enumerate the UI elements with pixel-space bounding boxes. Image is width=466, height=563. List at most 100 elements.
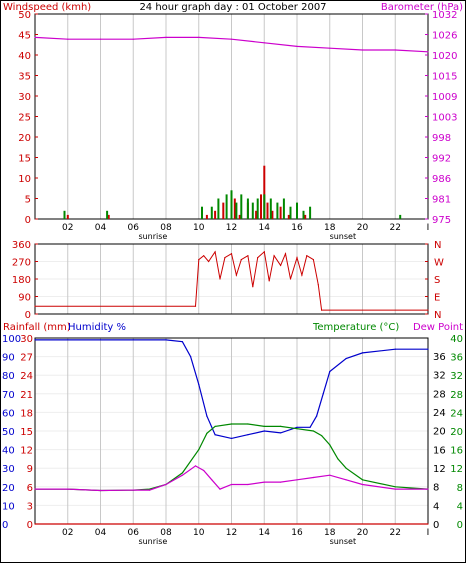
y-tick-label: 1003 xyxy=(432,113,457,124)
barometer-line-point xyxy=(296,45,298,48)
wind-direction-line-point xyxy=(219,278,221,280)
dewpoint-tick-label: 20 xyxy=(433,427,446,438)
rain-tick-label: 9 xyxy=(27,464,33,475)
dewpoint-line-point xyxy=(329,474,331,476)
sunrise-label: sunrise xyxy=(138,232,167,241)
dewpoint-line-point xyxy=(99,489,102,492)
y-tick-label: 270 xyxy=(12,258,31,269)
rain-tick-label: 15 xyxy=(20,427,33,438)
humidity-line-point xyxy=(34,339,36,341)
wind-direction-line-point xyxy=(289,278,292,280)
humidity-line-point xyxy=(165,339,167,341)
temperature-line-point xyxy=(321,435,323,437)
wind-direction-line-point xyxy=(208,260,210,263)
wind-direction-line-point xyxy=(301,274,303,276)
wind-direction-line-point xyxy=(203,255,205,257)
humidity-line-point xyxy=(67,339,69,341)
humidity-tick-label: 30 xyxy=(2,464,15,475)
wind-direction-line-point xyxy=(296,257,298,259)
time-tick-label: 08 xyxy=(160,528,172,538)
temperature-line-point xyxy=(337,458,339,460)
wind-direction-line-point xyxy=(230,253,233,255)
time-tick-label: 06 xyxy=(128,528,140,538)
dewpoint-tick-label: 12 xyxy=(433,464,446,475)
humidity-line-point xyxy=(309,426,311,428)
temperature-tick-label: 8 xyxy=(457,483,463,494)
wind-direction-line-point xyxy=(306,255,308,257)
y-tick-label: 975 xyxy=(432,215,451,226)
time-tick-label: 18 xyxy=(324,223,336,233)
windspeed-axis-label: Windspeed (kmh) xyxy=(3,2,91,13)
temperature-line-point xyxy=(280,425,282,427)
humidity-line-point xyxy=(263,430,265,432)
temperature-line-point xyxy=(198,449,200,451)
time-tick-label: 06 xyxy=(128,223,140,233)
barometer-line-point xyxy=(361,49,364,51)
temperature-line-point xyxy=(296,428,298,430)
wind-direction-line-point xyxy=(312,259,314,261)
humidity-tick-label: 10 xyxy=(2,501,15,512)
temperature-tick-label: 32 xyxy=(450,371,463,382)
temperature-tick-label: 20 xyxy=(450,427,463,438)
time-tick-label: 12 xyxy=(226,223,237,233)
humidity-line-point xyxy=(345,357,347,360)
graph-title: 24 hour graph day : 01 October 2007 xyxy=(139,2,326,13)
rain-tick-label: 24 xyxy=(20,371,33,382)
dewpoint-line-point xyxy=(34,488,36,490)
dewpoint-line-point xyxy=(280,481,282,483)
wind-direction-line-point xyxy=(257,257,259,259)
rain-tick-label: 6 xyxy=(27,483,33,494)
wind-direction-line-point xyxy=(194,305,197,307)
humidity-line-point xyxy=(132,339,134,341)
y-tick-label: 180 xyxy=(12,275,31,286)
temperature-line-point xyxy=(263,425,265,427)
y-tick-label: 15 xyxy=(18,154,31,165)
dewpoint-line-point xyxy=(203,469,205,472)
y-tick-label: 1026 xyxy=(432,31,457,42)
temperature-tick-label: 40 xyxy=(450,334,463,345)
dewpoint-tick-label: 4 xyxy=(433,501,439,512)
humidity-tick-label: 100 xyxy=(2,334,21,345)
dewpoint-line-point xyxy=(67,488,69,490)
dewpoint-tick-label: 36 xyxy=(433,352,446,363)
temperature-tick-label: 0 xyxy=(457,520,463,531)
humidity-line-point xyxy=(427,348,429,350)
barometer-line-point xyxy=(165,36,167,39)
dewpoint-line-point xyxy=(263,481,265,483)
humidity-line-point xyxy=(316,415,318,417)
wind-direction-line-point xyxy=(252,286,254,288)
sunset-label: sunset xyxy=(330,537,357,546)
barometer-line-point xyxy=(132,38,134,40)
y-tick-label: 10 xyxy=(18,174,31,185)
humidity-line-point xyxy=(296,426,298,428)
y-tick-label: 5 xyxy=(25,195,31,206)
barometer-axis-label: Barometer (hPa) xyxy=(381,2,463,13)
temperature-line-point xyxy=(181,472,183,474)
y-tick-label: N xyxy=(434,310,441,321)
y-tick-label: N xyxy=(434,240,441,251)
humidity-tick-label: 50 xyxy=(2,427,15,438)
temperature-line-point xyxy=(329,444,331,446)
y-tick-label: 360 xyxy=(12,240,31,251)
wind-direction-line-point xyxy=(280,264,282,266)
y-tick-label: S xyxy=(434,275,440,286)
humidity-tick-label: 0 xyxy=(2,520,8,531)
time-tick-label: 10 xyxy=(193,223,205,233)
wind-direction-line-point xyxy=(224,257,226,259)
wind-direction-line-point xyxy=(198,259,200,261)
dewpoint-line-point xyxy=(194,465,197,467)
dewpoint-line-point xyxy=(132,489,134,491)
y-tick-label: 0 xyxy=(25,310,31,321)
wind-direction-line-point xyxy=(34,305,36,307)
time-tick-label: I xyxy=(427,223,430,233)
y-tick-label: E xyxy=(434,293,440,304)
barometer-line-point xyxy=(67,38,69,40)
sunset-label: sunset xyxy=(330,232,357,241)
temperature-tick-label: 12 xyxy=(450,464,463,475)
dewpoint-tick-label: 24 xyxy=(433,408,446,419)
temperature-line-point xyxy=(247,423,249,425)
rain-tick-label: 0 xyxy=(27,520,33,531)
rain-tick-label: 30 xyxy=(20,334,33,345)
dewpoint-tick-label: 28 xyxy=(433,389,446,400)
time-tick-label: 02 xyxy=(62,223,73,233)
